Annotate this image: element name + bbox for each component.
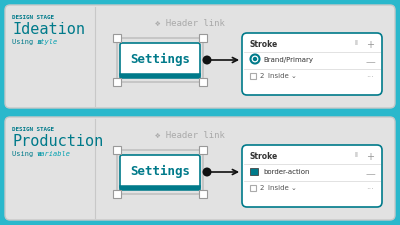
Text: DESIGN STAGE: DESIGN STAGE bbox=[12, 127, 54, 132]
Bar bbox=[199, 190, 207, 198]
Bar bbox=[113, 190, 121, 198]
Text: 2: 2 bbox=[260, 185, 264, 191]
Text: variable: variable bbox=[37, 151, 71, 157]
Text: Settings: Settings bbox=[130, 164, 190, 178]
Text: Ideation: Ideation bbox=[12, 22, 85, 37]
Text: style: style bbox=[37, 39, 58, 45]
Bar bbox=[113, 146, 121, 154]
Text: —: — bbox=[366, 169, 376, 179]
Bar bbox=[250, 73, 256, 79]
Bar bbox=[199, 146, 207, 154]
Text: border-action: border-action bbox=[263, 169, 310, 175]
Text: II: II bbox=[354, 152, 358, 158]
Text: Settings: Settings bbox=[130, 52, 190, 65]
Text: +: + bbox=[366, 40, 374, 50]
Text: ···: ··· bbox=[366, 73, 374, 82]
Text: DESIGN STAGE: DESIGN STAGE bbox=[12, 15, 54, 20]
Text: ❖ Header link: ❖ Header link bbox=[155, 19, 225, 28]
Bar bbox=[250, 185, 256, 191]
Text: —: — bbox=[366, 57, 376, 67]
Text: Inside ⌄: Inside ⌄ bbox=[268, 185, 297, 191]
Text: +: + bbox=[366, 152, 374, 162]
FancyBboxPatch shape bbox=[5, 5, 395, 108]
FancyBboxPatch shape bbox=[120, 43, 200, 77]
Circle shape bbox=[202, 167, 212, 176]
Text: Stroke: Stroke bbox=[250, 40, 278, 49]
Bar bbox=[199, 78, 207, 86]
Bar bbox=[113, 78, 121, 86]
Text: Brand/Primary: Brand/Primary bbox=[263, 57, 313, 63]
Bar bbox=[250, 168, 258, 175]
FancyBboxPatch shape bbox=[242, 33, 382, 95]
FancyBboxPatch shape bbox=[5, 117, 395, 220]
Text: Stroke: Stroke bbox=[250, 152, 278, 161]
Bar bbox=[113, 34, 121, 42]
Text: II: II bbox=[354, 40, 358, 46]
Circle shape bbox=[250, 54, 260, 63]
Text: 2: 2 bbox=[260, 73, 264, 79]
Text: Using a: Using a bbox=[12, 151, 46, 157]
Circle shape bbox=[253, 57, 257, 61]
Bar bbox=[199, 34, 207, 42]
Text: Production: Production bbox=[12, 134, 103, 149]
Text: ❖ Header link: ❖ Header link bbox=[155, 131, 225, 140]
Text: Inside ⌄: Inside ⌄ bbox=[268, 73, 297, 79]
Text: ···: ··· bbox=[366, 185, 374, 194]
FancyBboxPatch shape bbox=[120, 155, 200, 189]
Circle shape bbox=[202, 56, 212, 65]
Text: Using a: Using a bbox=[12, 39, 46, 45]
FancyBboxPatch shape bbox=[242, 145, 382, 207]
